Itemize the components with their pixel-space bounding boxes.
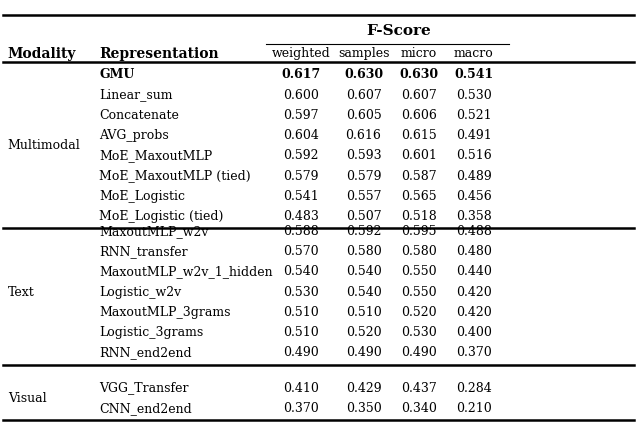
- Text: 0.210: 0.210: [456, 402, 492, 415]
- Text: 0.607: 0.607: [346, 88, 381, 102]
- Text: 0.530: 0.530: [401, 326, 437, 339]
- Text: 0.490: 0.490: [283, 346, 319, 359]
- Text: Text: Text: [8, 286, 35, 299]
- Text: 0.510: 0.510: [283, 326, 319, 339]
- Text: 0.491: 0.491: [456, 129, 492, 142]
- Text: 0.600: 0.600: [283, 88, 319, 102]
- Text: 0.518: 0.518: [401, 210, 437, 223]
- Text: Representation: Representation: [99, 47, 219, 61]
- Text: Visual: Visual: [8, 392, 46, 405]
- Text: 0.593: 0.593: [346, 149, 381, 162]
- Text: MoE_MaxoutMLP (tied): MoE_MaxoutMLP (tied): [99, 169, 251, 183]
- Text: 0.592: 0.592: [346, 225, 381, 238]
- Text: macro: macro: [454, 47, 493, 60]
- Text: 0.483: 0.483: [283, 210, 319, 223]
- Text: 0.616: 0.616: [346, 129, 381, 142]
- Text: 0.565: 0.565: [401, 190, 437, 203]
- Text: 0.489: 0.489: [456, 169, 492, 183]
- Text: AVG_probs: AVG_probs: [99, 129, 169, 142]
- Text: 0.580: 0.580: [346, 245, 381, 258]
- Text: 0.540: 0.540: [283, 265, 319, 279]
- Text: 0.601: 0.601: [401, 149, 437, 162]
- Text: 0.597: 0.597: [283, 109, 319, 122]
- Text: 0.510: 0.510: [283, 306, 319, 319]
- Text: 0.480: 0.480: [456, 245, 492, 258]
- Text: 0.516: 0.516: [456, 149, 492, 162]
- Text: VGG_Transfer: VGG_Transfer: [99, 381, 189, 395]
- Text: 0.370: 0.370: [283, 402, 319, 415]
- Text: 0.587: 0.587: [401, 169, 437, 183]
- Text: 0.490: 0.490: [346, 346, 381, 359]
- Text: 0.592: 0.592: [283, 149, 319, 162]
- Text: micro: micro: [401, 47, 437, 60]
- Text: 0.420: 0.420: [456, 306, 492, 319]
- Text: 0.530: 0.530: [456, 88, 492, 102]
- Text: 0.604: 0.604: [283, 129, 319, 142]
- Text: 0.340: 0.340: [401, 402, 437, 415]
- Text: Concatenate: Concatenate: [99, 109, 179, 122]
- Text: weighted: weighted: [271, 47, 330, 60]
- Text: MoE_MaxoutMLP: MoE_MaxoutMLP: [99, 149, 212, 162]
- Text: 0.617: 0.617: [281, 68, 321, 81]
- Text: 0.605: 0.605: [346, 109, 381, 122]
- Text: 0.490: 0.490: [401, 346, 437, 359]
- Text: 0.358: 0.358: [456, 210, 492, 223]
- Text: F-Score: F-Score: [366, 24, 431, 38]
- Text: 0.370: 0.370: [456, 346, 492, 359]
- Text: 0.588: 0.588: [283, 225, 319, 238]
- Text: 0.488: 0.488: [456, 225, 492, 238]
- Text: 0.456: 0.456: [456, 190, 492, 203]
- Text: Modality: Modality: [8, 47, 76, 61]
- Text: 0.630: 0.630: [344, 68, 383, 81]
- Text: GMU: GMU: [99, 68, 134, 81]
- Text: 0.557: 0.557: [346, 190, 381, 203]
- Text: 0.579: 0.579: [346, 169, 381, 183]
- Text: 0.420: 0.420: [456, 286, 492, 299]
- Text: Multimodal: Multimodal: [8, 139, 81, 152]
- Text: 0.550: 0.550: [401, 265, 437, 279]
- Text: samples: samples: [338, 47, 389, 60]
- Text: 0.440: 0.440: [456, 265, 492, 279]
- Text: 0.630: 0.630: [399, 68, 439, 81]
- Text: 0.429: 0.429: [346, 381, 381, 395]
- Text: 0.615: 0.615: [401, 129, 437, 142]
- Text: 0.541: 0.541: [454, 68, 493, 81]
- Text: CNN_end2end: CNN_end2end: [99, 402, 192, 415]
- Text: RNN_transfer: RNN_transfer: [99, 245, 188, 258]
- Text: Linear_sum: Linear_sum: [99, 88, 173, 102]
- Text: 0.410: 0.410: [283, 381, 319, 395]
- Text: 0.607: 0.607: [401, 88, 437, 102]
- Text: 0.595: 0.595: [401, 225, 437, 238]
- Text: 0.350: 0.350: [346, 402, 381, 415]
- Text: 0.510: 0.510: [346, 306, 381, 319]
- Text: MaxoutMLP_3grams: MaxoutMLP_3grams: [99, 306, 230, 319]
- Text: MoE_Logistic (tied): MoE_Logistic (tied): [99, 210, 223, 223]
- Text: MoE_Logistic: MoE_Logistic: [99, 190, 185, 203]
- Text: 0.507: 0.507: [346, 210, 381, 223]
- Text: 0.284: 0.284: [456, 381, 492, 395]
- Text: 0.530: 0.530: [283, 286, 319, 299]
- Text: 0.579: 0.579: [283, 169, 319, 183]
- Text: 0.520: 0.520: [346, 326, 381, 339]
- Text: 0.540: 0.540: [346, 265, 381, 279]
- Text: Logistic_3grams: Logistic_3grams: [99, 326, 204, 339]
- Text: MaxoutMLP_w2v: MaxoutMLP_w2v: [99, 225, 209, 238]
- Text: 0.400: 0.400: [456, 326, 492, 339]
- Text: 0.437: 0.437: [401, 381, 437, 395]
- Text: 0.570: 0.570: [283, 245, 319, 258]
- Text: 0.540: 0.540: [346, 286, 381, 299]
- Text: 0.606: 0.606: [401, 109, 437, 122]
- Text: Logistic_w2v: Logistic_w2v: [99, 286, 182, 299]
- Text: RNN_end2end: RNN_end2end: [99, 346, 192, 359]
- Text: 0.521: 0.521: [456, 109, 492, 122]
- Text: 0.520: 0.520: [401, 306, 437, 319]
- Text: 0.580: 0.580: [401, 245, 437, 258]
- Text: 0.541: 0.541: [283, 190, 319, 203]
- Text: 0.550: 0.550: [401, 286, 437, 299]
- Text: MaxoutMLP_w2v_1_hidden: MaxoutMLP_w2v_1_hidden: [99, 265, 273, 279]
